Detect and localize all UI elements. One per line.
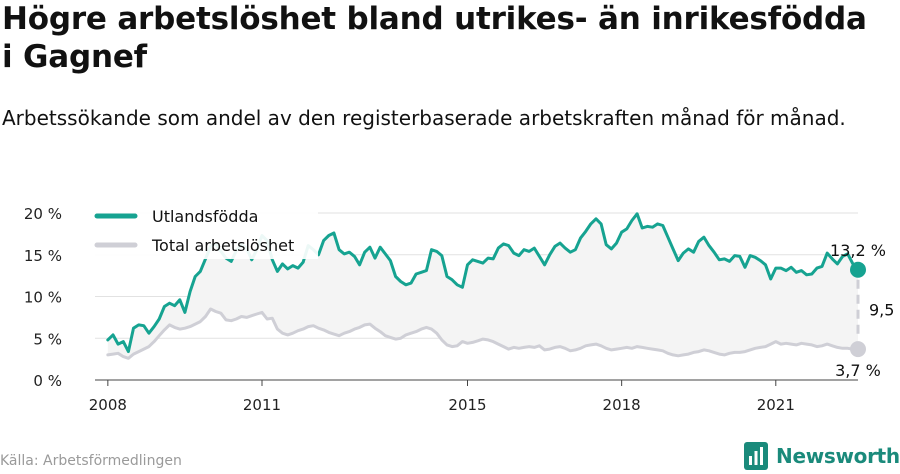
end-label-total: 3,7 % [835,361,881,380]
legend-label: Total arbetslöshet [151,236,294,255]
end-label-foreign: 13,2 % [830,241,886,260]
end-marker-foreign [850,262,866,278]
y-tick-label: 10 % [24,289,62,307]
x-tick-label: 2011 [243,396,281,414]
x-tick-label: 2018 [603,396,641,414]
x-tick-label: 2015 [448,396,486,414]
y-tick-label: 20 % [24,205,62,223]
end-marker-total [850,341,866,357]
gap-label: 9,5 % [869,300,900,319]
y-tick-label: 15 % [24,247,62,265]
source-note: Källa: Arbetsförmedlingen [0,453,182,469]
newsworthy-logo: Newsworthy [744,441,900,471]
brand-name: Newsworthy [776,444,900,468]
legend-label: Utlandsfödda [152,207,258,226]
x-tick-label: 2021 [757,396,795,414]
newsworthy-logo-icon [744,442,768,470]
legend: Utlandsfödda Total arbetslöshet [90,203,318,259]
x-tick-label: 2008 [89,396,127,414]
y-tick-label: 5 % [33,330,62,348]
y-tick-label: 0 % [33,372,62,390]
